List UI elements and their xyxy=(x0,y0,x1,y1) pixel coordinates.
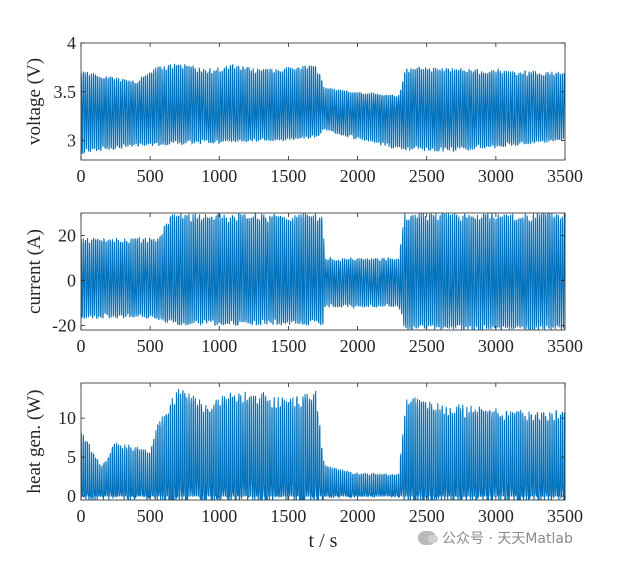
axes-box xyxy=(80,42,566,161)
y-tick-label: 0 xyxy=(67,271,76,291)
subplot-2: 0 500 1000 1500 2000 2500 3000 3500-20020curren… xyxy=(24,212,583,356)
y-tick-label: 3.5 xyxy=(54,82,77,102)
x-tick-label: 0 xyxy=(77,506,86,526)
x-tick-label: 3500 xyxy=(547,506,583,526)
watermark: 公众号 · 天天Matlab xyxy=(418,528,573,548)
wechat-icon xyxy=(418,531,438,545)
series-line xyxy=(81,213,565,330)
x-tick-label: 0 xyxy=(77,166,86,186)
x-tick-label: 3500 xyxy=(547,336,583,356)
x-tick-label: 1500 xyxy=(270,506,306,526)
x-tick-label: 3000 xyxy=(478,166,514,186)
x-tick-label: 1000 xyxy=(201,336,237,356)
x-tick-label: 3000 xyxy=(478,336,514,356)
x-tick-label: 0 xyxy=(77,336,86,356)
y-axis-label: current (A) xyxy=(24,229,45,314)
axes-box xyxy=(80,212,566,331)
x-tick-label: 3000 xyxy=(478,506,514,526)
x-tick-label: 500 xyxy=(137,336,164,356)
y-tick-label: -20 xyxy=(52,316,76,336)
y-axis-label: heat gen. (W) xyxy=(24,390,45,494)
y-tick-label: 3 xyxy=(67,131,76,151)
series-line xyxy=(81,63,565,155)
axes-box xyxy=(80,382,566,501)
x-tick-label: 2000 xyxy=(340,336,376,356)
subplot-1: 0 500 1000 1500 2000 2500 3000 3500 3 3.5 4 voltage… xyxy=(24,33,583,186)
x-tick-label: 1500 xyxy=(270,166,306,186)
x-tick-label: 2500 xyxy=(409,336,445,356)
x-tick-label: 500 xyxy=(137,506,164,526)
x-tick-label: 1000 xyxy=(201,166,237,186)
y-tick-label: 0 xyxy=(67,486,76,506)
x-tick-label: 2000 xyxy=(340,166,376,186)
y-tick-label: 5 xyxy=(67,447,76,467)
x-tick-label: 1000 xyxy=(201,506,237,526)
y-tick-label: 4 xyxy=(67,33,76,53)
x-axis-label: t / s xyxy=(309,530,338,552)
y-tick-label: 20 xyxy=(58,226,76,246)
watermark-text: 公众号 · 天天Matlab xyxy=(442,531,573,547)
y-tick-label: 10 xyxy=(58,408,76,428)
x-tick-label: 2000 xyxy=(340,506,376,526)
x-tick-label: 2500 xyxy=(409,506,445,526)
x-tick-label: 500 xyxy=(137,166,164,186)
y-axis-label: voltage (V) xyxy=(24,58,45,145)
x-tick-label: 1500 xyxy=(270,336,306,356)
series-line xyxy=(81,388,565,500)
x-tick-label: 2500 xyxy=(409,166,445,186)
x-tick-label: 3500 xyxy=(547,166,583,186)
subplot-3: 0 500 1000 1500 2000 2500 3000 3500 0 5 10 heat gen… xyxy=(24,382,583,526)
